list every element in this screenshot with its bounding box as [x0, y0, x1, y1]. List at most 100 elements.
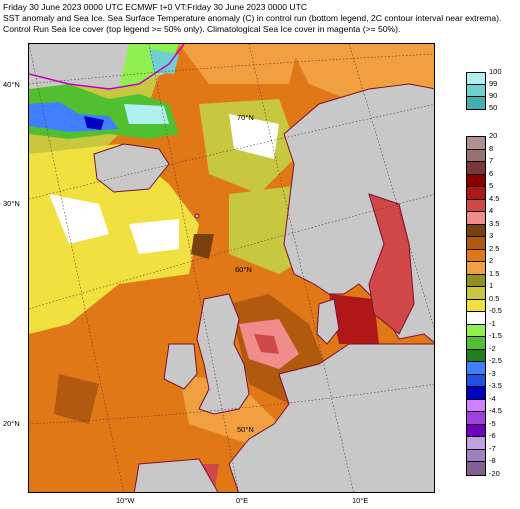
anomaly-dark-patch — [191, 234, 214, 259]
faroe-islands — [194, 213, 200, 219]
legend-swatch — [467, 162, 485, 175]
left-label-20n: 20°N — [3, 419, 20, 428]
legend-label: -3 — [489, 368, 496, 378]
legend-label: 100 — [489, 67, 502, 76]
sea-ice-legend — [466, 72, 486, 110]
sst-anomaly-map: 70°N 60°N 50°N — [28, 43, 435, 493]
sst-anomaly-legend — [466, 136, 486, 476]
map-canvas: 70°N 60°N 50°N — [29, 44, 434, 492]
legend-label: 3.5 — [489, 218, 500, 228]
anomaly-neutral-2 — [129, 219, 179, 254]
grid-10e — [248, 44, 354, 492]
legend-label: 0.5 — [489, 293, 500, 303]
legend-label: -8 — [489, 456, 496, 465]
legend-swatch — [467, 412, 485, 425]
bottom-label-0e: 0°E — [236, 496, 249, 505]
lat-label-60n: 60°N — [235, 265, 252, 274]
header-line-2: SST anomaly and Sea Ice. Sea Surface Tem… — [3, 13, 502, 23]
sea-ice-deep-blue — [84, 116, 104, 130]
legend-swatch — [467, 97, 485, 109]
grid-70n — [29, 104, 434, 200]
grid-20e — [348, 44, 434, 329]
legend-label: -3.5 — [489, 381, 502, 390]
legend-swatch — [467, 137, 485, 150]
legend-swatch — [467, 212, 485, 225]
legend-label: 1 — [489, 281, 494, 290]
legend-swatch — [467, 199, 485, 212]
iberia — [133, 458, 219, 492]
legend-label: -0.5 — [489, 306, 502, 315]
grid-60n — [29, 194, 434, 310]
legend-label: 3 — [489, 231, 494, 240]
anomaly-dark-orange — [54, 374, 99, 424]
great-britain — [196, 293, 250, 415]
legend-label: 7 — [489, 156, 494, 165]
header-line-1: Friday 30 June 2023 0000 UTC ECMWF t+0 V… — [3, 2, 308, 12]
legend-swatch — [467, 149, 485, 162]
legend-swatch — [467, 299, 485, 312]
legend-label: -6 — [489, 431, 496, 440]
legend-swatch — [467, 362, 485, 375]
legend-swatch — [467, 324, 485, 337]
iceland — [93, 143, 170, 193]
continental-europe — [228, 343, 434, 492]
baltic-sea — [368, 193, 415, 335]
legend-label: 6 — [489, 168, 494, 178]
climatological-ice-edge — [29, 44, 185, 90]
left-label-30n: 30°N — [3, 199, 20, 208]
legend-swatch — [467, 312, 485, 325]
legend-label: -7 — [489, 443, 496, 453]
legend-label: -2 — [489, 343, 496, 353]
legend-label: -4.5 — [489, 406, 502, 415]
bottom-label-10e: 10°E — [352, 496, 369, 505]
legend-swatch — [467, 287, 485, 300]
legend-label: 99 — [489, 79, 498, 88]
legend-label: 50 — [489, 103, 498, 112]
anomaly-neutral-1 — [49, 194, 109, 244]
anomaly-north-orange — [179, 44, 299, 84]
legend-swatch — [467, 274, 485, 287]
legend-swatch — [467, 187, 485, 200]
legend-swatch — [467, 449, 485, 462]
legend-swatch — [467, 399, 485, 412]
legend-swatch — [467, 337, 485, 350]
legend-swatch — [467, 462, 485, 475]
lat-label-50n: 50°N — [237, 425, 254, 434]
legend-label: 4.5 — [489, 193, 500, 203]
legend-label: 2.5 — [489, 243, 500, 253]
legend-swatch — [467, 349, 485, 362]
legend-swatch — [467, 374, 485, 387]
left-label-40n: 40°N — [3, 80, 20, 89]
grid-0e — [148, 44, 239, 492]
legend-swatch — [467, 85, 485, 97]
ireland — [163, 343, 198, 390]
legend-swatch — [467, 262, 485, 275]
legend-swatch — [467, 237, 485, 250]
legend-label: -1 — [489, 318, 496, 328]
graticule — [29, 44, 434, 492]
legend-label: 4 — [489, 206, 494, 215]
header-line-3: Control Run Sea Ice cover (top legend >=… — [3, 24, 401, 34]
legend-swatch — [467, 249, 485, 262]
legend-swatch — [467, 224, 485, 237]
legend-swatch — [467, 73, 485, 85]
denmark — [316, 298, 340, 345]
legend-swatch — [467, 174, 485, 187]
legend-label: -4 — [489, 393, 496, 403]
legend-swatch — [467, 387, 485, 400]
anomaly-southwest — [29, 334, 159, 492]
legend-swatch — [467, 424, 485, 437]
legend-label: 5 — [489, 181, 494, 190]
lat-label-70n: 70°N — [237, 113, 254, 122]
bottom-label-10w: 10°W — [116, 496, 135, 505]
legend-label: -20 — [489, 468, 500, 478]
legend-label: 8 — [489, 143, 494, 153]
sea-ice-cover — [124, 104, 169, 124]
anomaly-neutral-3 — [229, 114, 279, 159]
legend-label: 2 — [489, 256, 494, 265]
legend-label: -2.5 — [489, 356, 502, 365]
legend-label: -5 — [489, 418, 496, 428]
legend-label: -1.5 — [489, 331, 502, 340]
anomaly-north-sea-hot — [254, 334, 279, 354]
legend-label: 20 — [489, 131, 498, 140]
